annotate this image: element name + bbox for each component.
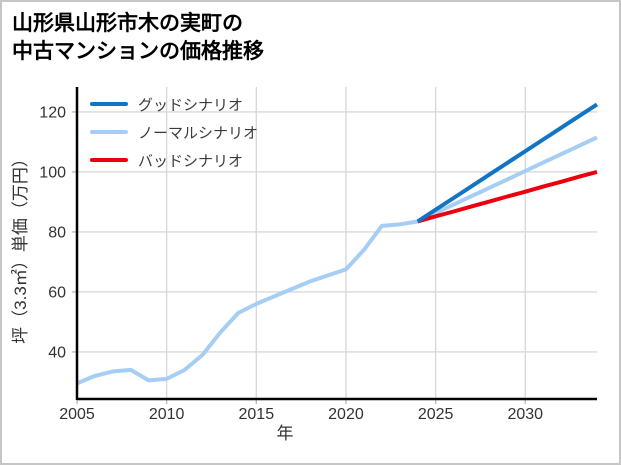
legend-item-normal: ノーマルシナリオ	[90, 118, 258, 146]
series-line-bad	[417, 169, 598, 224]
legend-item-good: グッドシナリオ	[90, 90, 258, 118]
y-tick-label: 100	[39, 164, 66, 181]
legend-item-bad: バッドシナリオ	[90, 146, 258, 174]
x-axis-label: 年	[277, 424, 294, 443]
x-tick-label: 2015	[239, 406, 275, 423]
normal-scenario-line-swatch	[90, 130, 128, 134]
good-scenario-line-swatch	[90, 102, 128, 106]
x-tick-label: 2020	[328, 406, 364, 423]
chart-title-line2: 中古マンションの価格推移	[12, 40, 264, 63]
chart-title: 山形県山形市木の実町の 中古マンションの価格推移	[12, 10, 264, 66]
y-tick-label: 120	[39, 104, 66, 121]
bad-scenario-line-swatch	[90, 158, 128, 162]
legend-label-good: グッドシナリオ	[138, 96, 244, 114]
y-tick-label: 80	[48, 224, 66, 241]
x-tick-label: 2030	[507, 406, 543, 423]
legend-label-bad: バッドシナリオ	[138, 152, 244, 170]
x-tick-label: 2025	[418, 406, 454, 423]
y-tick-label: 60	[48, 284, 66, 301]
series-line-normal	[76, 135, 598, 386]
series-line-good	[416, 102, 599, 224]
legend: グッドシナリオ ノーマルシナリオ バッドシナリオ	[90, 90, 258, 174]
y-tick-label: 40	[48, 344, 66, 361]
x-tick-label: 2010	[149, 406, 185, 423]
x-tick-label: 2005	[59, 406, 95, 423]
legend-label-normal: ノーマルシナリオ	[138, 124, 259, 142]
y-axis-label: 坪（3.3㎡）単価（万円）	[11, 150, 30, 344]
chart-title-line1: 山形県山形市木の実町の	[12, 12, 243, 35]
